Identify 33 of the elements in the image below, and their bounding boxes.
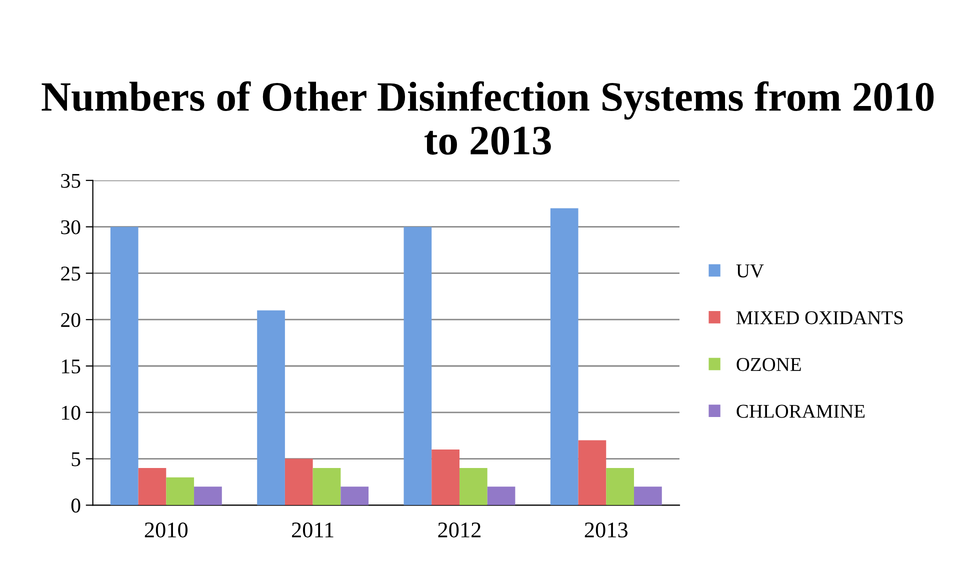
bar [340, 486, 369, 506]
x-tick-label: 2012 [438, 522, 480, 538]
y-tick-label: 25 [61, 266, 80, 281]
bar [404, 226, 432, 506]
bar [550, 208, 578, 506]
bar [138, 468, 166, 506]
x-tick-label: 2011 [292, 522, 334, 538]
y-tick-label: 20 [61, 312, 80, 328]
y-tick-label: 0 [71, 498, 80, 513]
legend-label: MIXED OXIDANTS [736, 311, 903, 324]
y-tick-label: 10 [62, 406, 80, 420]
bar [634, 486, 662, 506]
x-tick-label: 2013 [584, 522, 628, 538]
legend-label: UV [736, 264, 764, 278]
bar [284, 458, 313, 506]
chart-title: Numbers of Other Disinfection Systems from 2010 to 2013 [42, 81, 934, 155]
bar [459, 468, 488, 506]
bar [257, 310, 285, 506]
bar [194, 486, 222, 506]
x-tick-label: 2010 [144, 522, 188, 538]
y-tick-label: 30 [61, 220, 80, 234]
legend-label: OZONE [736, 358, 801, 372]
bar [312, 468, 341, 506]
bar [578, 440, 606, 506]
legend-label: CHLORAMINE [736, 404, 865, 418]
bar [166, 477, 194, 506]
y-tick-label: 35 [61, 174, 80, 188]
bar [432, 450, 460, 506]
bar [487, 486, 516, 506]
bar [606, 468, 634, 506]
bar [110, 226, 138, 506]
y-tick-label: 15 [62, 359, 80, 374]
y-tick-label: 5 [72, 452, 80, 466]
